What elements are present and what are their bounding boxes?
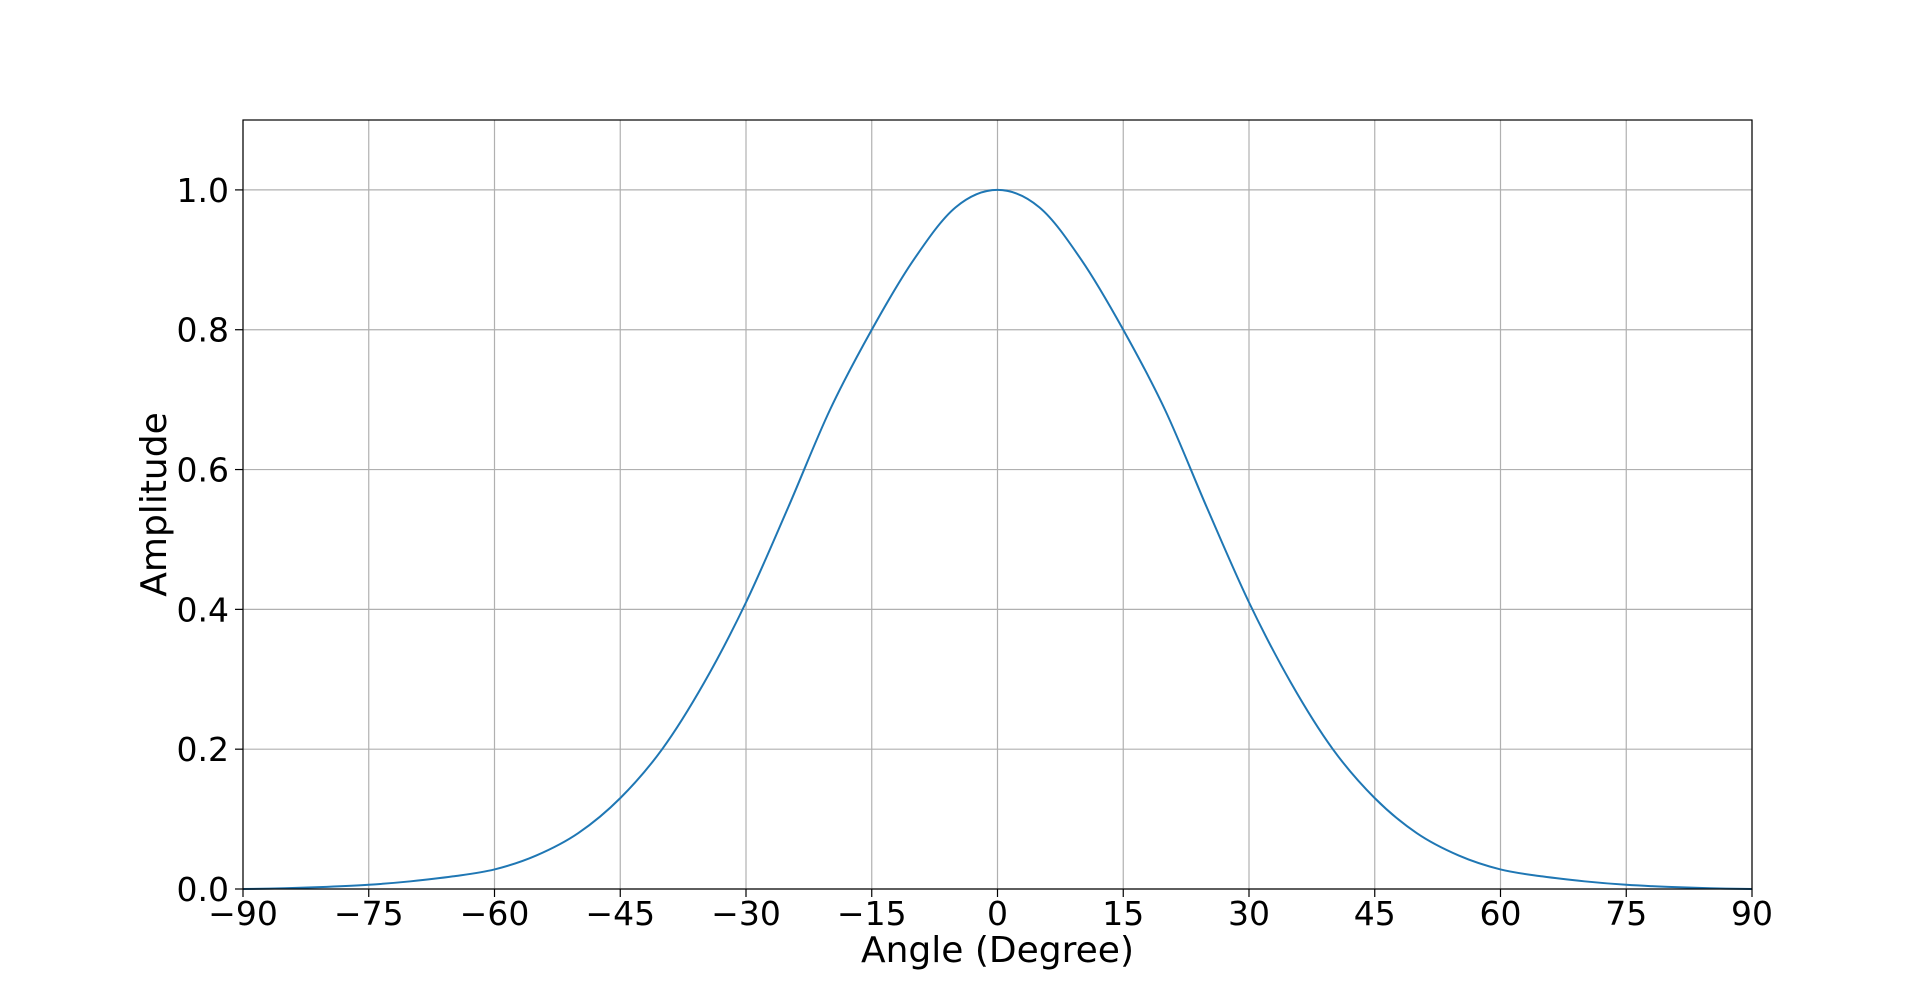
y-tick-label: 0.6 bbox=[177, 451, 229, 490]
y-tick-label: 1.0 bbox=[177, 171, 229, 210]
y-tick-label: 0.4 bbox=[177, 590, 229, 629]
x-tick-label: 15 bbox=[1102, 894, 1144, 933]
x-tick-label: 0 bbox=[987, 894, 1008, 933]
y-tick-labels: 0.0 0.2 0.4 0.6 0.8 1.0 bbox=[177, 171, 229, 909]
x-tick-label: 90 bbox=[1731, 894, 1773, 933]
grid bbox=[242, 120, 1753, 890]
amplitude-line bbox=[242, 188, 1753, 890]
tick-marks bbox=[235, 189, 1753, 897]
x-tick-label: −45 bbox=[585, 894, 655, 933]
x-tick-label: −60 bbox=[460, 894, 530, 933]
x-tick-label: −75 bbox=[334, 894, 404, 933]
x-tick-label: 30 bbox=[1228, 894, 1270, 933]
x-tick-label: 75 bbox=[1605, 894, 1647, 933]
x-tick-labels: −90 −75 −60 −45 −30 −15 0 15 30 45 60 75 90 bbox=[208, 894, 1773, 933]
x-tick-label: 45 bbox=[1354, 894, 1396, 933]
x-tick-label: −30 bbox=[711, 894, 781, 933]
y-tick-label: 0.0 bbox=[177, 870, 229, 909]
x-tick-label: −90 bbox=[208, 894, 278, 933]
x-axis-label: Angle (Degree) bbox=[861, 930, 1134, 971]
y-tick-label: 0.2 bbox=[177, 730, 229, 769]
y-tick-label: 0.8 bbox=[177, 311, 229, 350]
y-axis-label: Amplitude bbox=[134, 412, 175, 596]
x-tick-label: −15 bbox=[837, 894, 907, 933]
x-tick-label: 60 bbox=[1480, 894, 1522, 933]
